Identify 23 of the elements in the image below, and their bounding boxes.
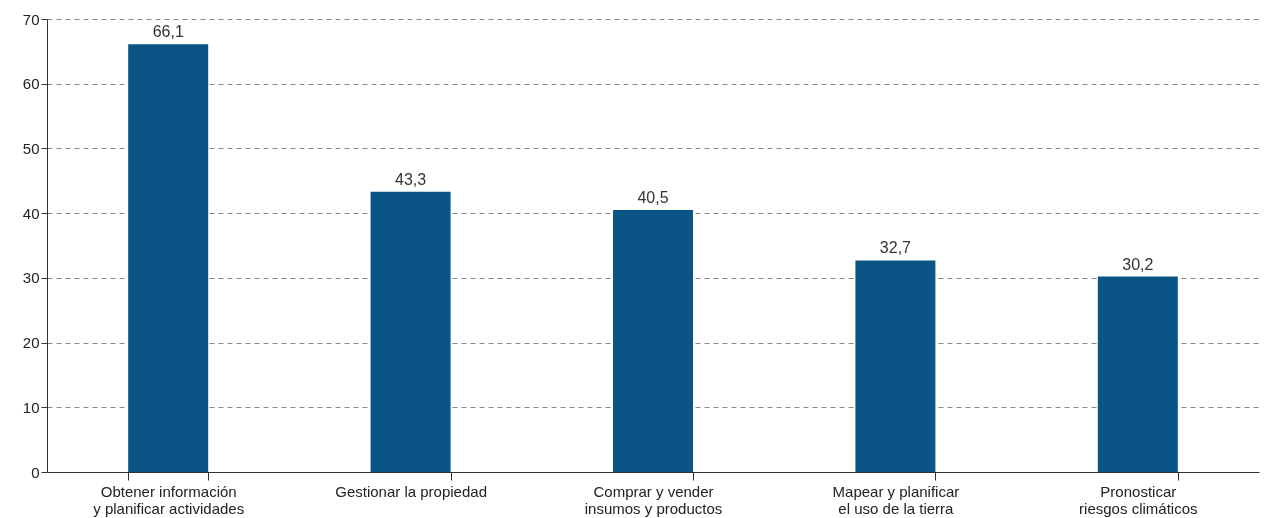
y-tick-label: 50 [22,139,40,157]
bar [855,260,936,472]
y-tick-label: 40 [22,204,40,222]
bar [613,209,693,472]
data-label: 66,1 [152,23,184,41]
y-tick-label: 30 [22,269,40,287]
y-tick-label: 60 [22,75,40,93]
bar [1097,276,1178,472]
bar [370,191,451,472]
y-tick-label: 70 [22,10,40,28]
bar [128,44,209,472]
x-tick-label: Pronosticar riesgos climáticos [1079,482,1198,517]
data-label: 30,2 [1122,255,1154,273]
x-tick-label: Mapear y planificar el uso de la tierra [832,482,960,517]
x-tick-label: Gestionar la propiedad [335,482,487,500]
y-tick-label: 10 [22,398,40,416]
x-tick-label: Obtener información y planificar actividades [93,482,245,517]
data-label: 32,7 [879,239,912,257]
data-label: 40,5 [637,188,669,206]
y-tick-label: 20 [22,334,40,352]
data-label: 43,3 [395,170,427,188]
y-tick-label: 0 [31,463,40,481]
x-tick-label: Comprar y vender insumos y productos [584,482,723,517]
